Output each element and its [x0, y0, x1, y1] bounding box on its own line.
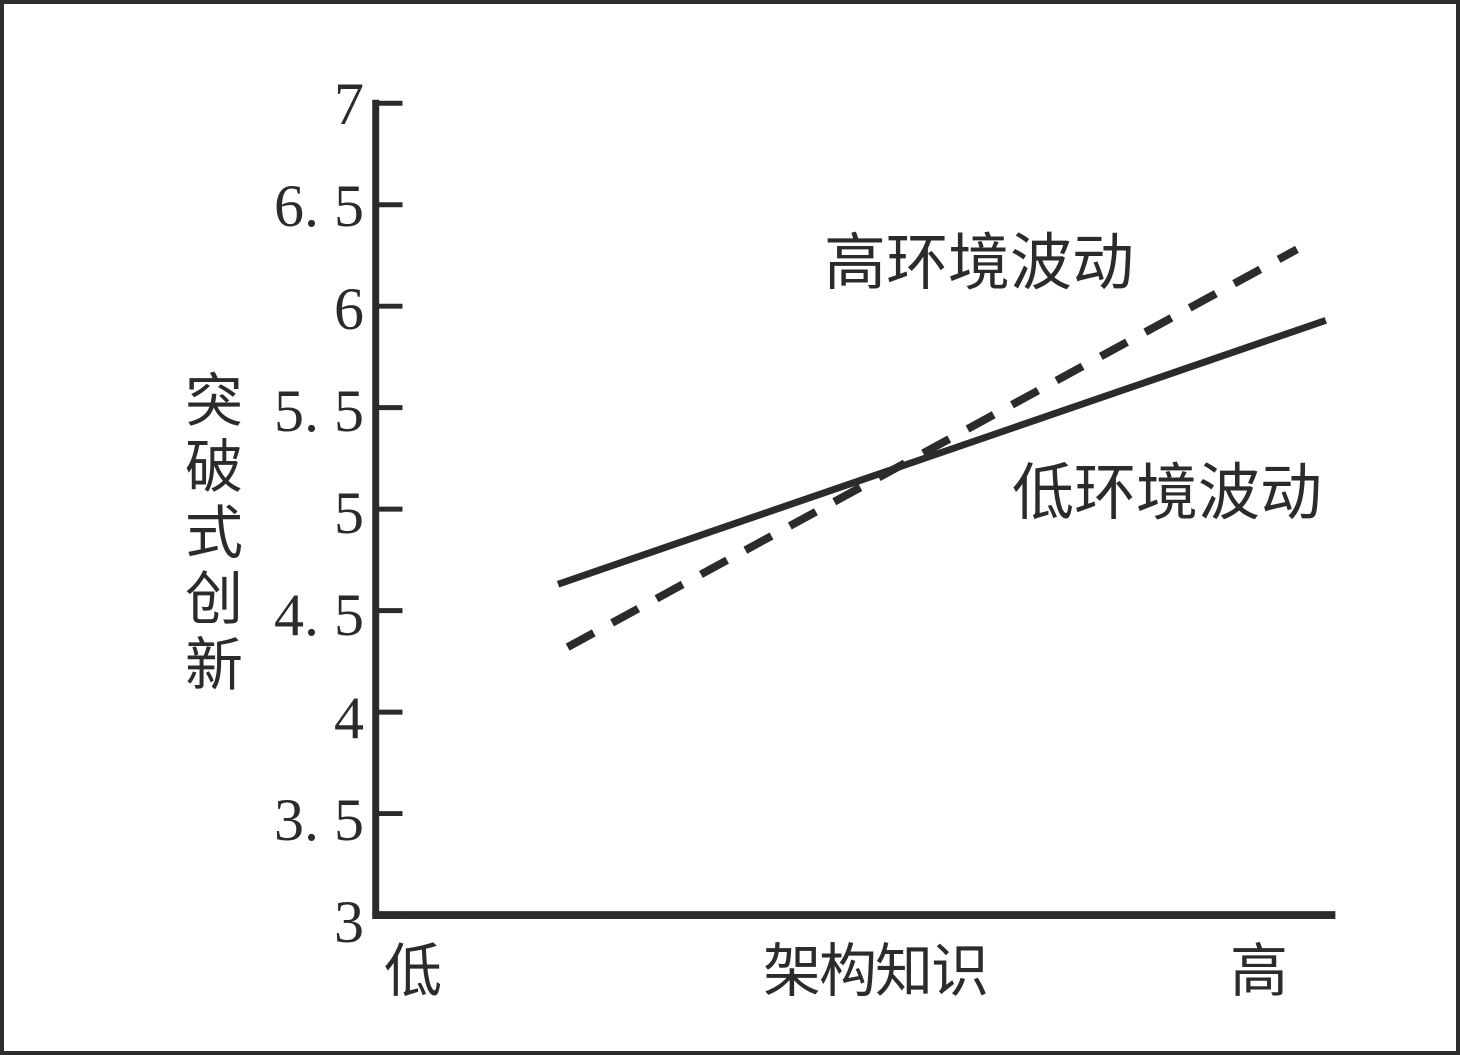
- x-axis-low-label: 低: [383, 939, 442, 1004]
- y-tick-label: 7: [334, 71, 364, 137]
- series-line-dashed: [565, 245, 1299, 651]
- x-axis-high-label: 高: [1229, 939, 1288, 1004]
- y-tick-label: 3: [334, 889, 364, 955]
- series-label-high-env-turbulence: 高环境波动: [824, 230, 1135, 298]
- y-tick-label: 6: [334, 275, 364, 342]
- y-tick-label: 5. 5: [274, 377, 364, 444]
- y-tick-label: 5: [334, 480, 364, 546]
- y-axis-title: 突破式创新: [176, 370, 241, 700]
- y-tick-label: 3. 5: [274, 786, 364, 853]
- series-label-low-env-turbulence: 低环境波动: [1012, 460, 1323, 528]
- chart-canvas: [372, 99, 1336, 920]
- y-tick-label: 6. 5: [274, 173, 364, 240]
- x-axis-title: 架构知识: [762, 939, 989, 1004]
- y-tick-label: 4: [334, 684, 364, 751]
- series-line-solid: [556, 317, 1327, 588]
- y-tick-label: 4. 5: [274, 582, 364, 649]
